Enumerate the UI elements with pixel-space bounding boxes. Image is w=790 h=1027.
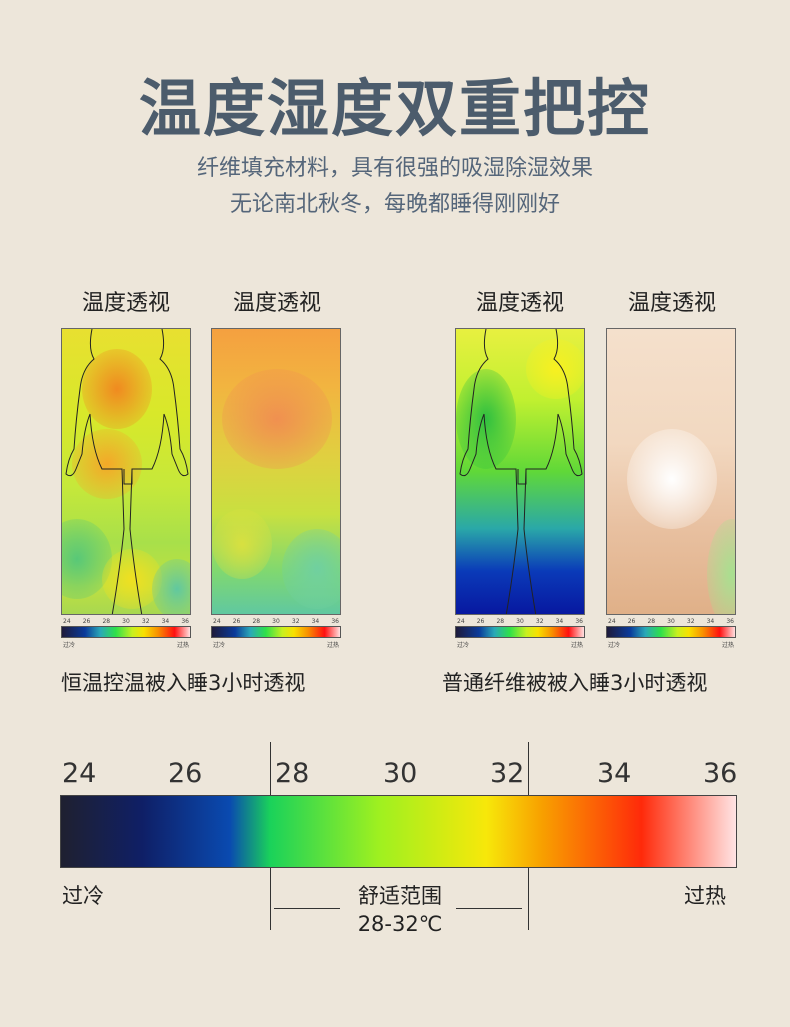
mini-color-bar (606, 626, 736, 638)
mini-tick: 30 (667, 618, 675, 625)
mini-color-bar (211, 626, 341, 638)
mini-tick: 36 (181, 618, 189, 625)
mini-tick: 30 (272, 618, 280, 625)
subtitle-line-1: 纤维填充材料，具有很强的吸湿除湿效果 (196, 156, 593, 181)
comfort-line-right (456, 908, 522, 909)
mini-color-bar (61, 626, 191, 638)
mini-tick: 30 (516, 618, 524, 625)
mini-cold-label: 过冷 (63, 642, 76, 649)
panel-label-1: 温度透视 (81, 291, 170, 316)
mini-cold-label: 过冷 (457, 642, 470, 649)
caption-right: 普通纤维被被入睡3小时透视 (442, 671, 708, 695)
comfort-range-label: 舒适范围 (358, 884, 442, 908)
mini-tick: 34 (311, 618, 320, 625)
mini-tick: 24 (63, 618, 71, 625)
mini-tick: 36 (331, 618, 339, 625)
mini-tick: 28 (496, 618, 505, 625)
temperature-color-bar (60, 795, 737, 868)
mini-tick: 34 (555, 618, 564, 625)
mini-tick: 34 (706, 618, 715, 625)
mini-tick: 28 (102, 618, 111, 625)
too-hot-label: 过热 (684, 884, 726, 908)
thermal-image-2 (211, 328, 341, 615)
mini-tick: 24 (213, 618, 221, 625)
scale-tick-32: 32 (490, 758, 525, 789)
scale-tick-30: 30 (383, 758, 418, 789)
mini-tick: 28 (647, 618, 656, 625)
mini-tick: 24 (608, 618, 616, 625)
mini-hot-label: 过热 (570, 642, 583, 649)
mini-tick: 36 (726, 618, 734, 625)
comfort-line-left (274, 908, 340, 909)
thermal-image-4 (606, 328, 736, 615)
body-outline-1 (65, 329, 189, 614)
mini-tick: 26 (627, 618, 636, 625)
scale-tick-26: 26 (168, 758, 203, 789)
mini-tick: 26 (232, 618, 241, 625)
panel-label-2: 温度透视 (232, 291, 321, 316)
mini-cold-label: 过冷 (213, 642, 226, 649)
mini-tick: 32 (291, 618, 300, 625)
mini-scale-3: 24 26 28 30 32 34 36 过冷 过热 (455, 618, 585, 652)
mini-tick: 34 (161, 618, 170, 625)
mini-color-bar (455, 626, 585, 638)
subtitle-line-2: 无论南北秋冬，每晚都睡得刚刚好 (229, 192, 560, 217)
scale-tick-36: 36 (703, 758, 738, 789)
too-cold-label: 过冷 (62, 884, 104, 908)
mini-tick: 36 (575, 618, 583, 625)
scale-tick-28: 28 (275, 758, 310, 789)
thermal-image-3 (455, 328, 585, 615)
thermal-image-1 (61, 328, 191, 615)
mini-cold-label: 过冷 (608, 642, 621, 649)
mini-tick: 32 (686, 618, 695, 625)
mini-tick: 30 (122, 618, 130, 625)
comfort-range-value: 28-32℃ (357, 912, 443, 936)
mini-hot-label: 过热 (721, 642, 734, 649)
mini-tick: 26 (82, 618, 91, 625)
panel-label-3: 温度透视 (475, 291, 564, 316)
page-title: 温度湿度双重把控 (138, 72, 651, 145)
mini-scale-2: 24 26 28 30 32 34 36 过冷 过热 (211, 618, 341, 652)
body-outline-3 (459, 329, 583, 614)
mini-scale-4: 24 26 28 30 32 34 36 过冷 过热 (606, 618, 736, 652)
mini-tick: 32 (141, 618, 150, 625)
scale-tick-24: 24 (62, 758, 97, 789)
scale-tick-34: 34 (597, 758, 632, 789)
panel-label-4: 温度透视 (627, 291, 716, 316)
caption-left: 恒温控温被入睡3小时透视 (61, 671, 306, 695)
mini-tick: 28 (252, 618, 261, 625)
mini-tick: 32 (535, 618, 544, 625)
mini-tick: 24 (457, 618, 465, 625)
mini-hot-label: 过热 (176, 642, 189, 649)
mini-hot-label: 过热 (326, 642, 339, 649)
mini-scale-1: 24 26 28 30 32 34 36 过冷 过热 (61, 618, 191, 652)
mini-tick: 26 (476, 618, 485, 625)
